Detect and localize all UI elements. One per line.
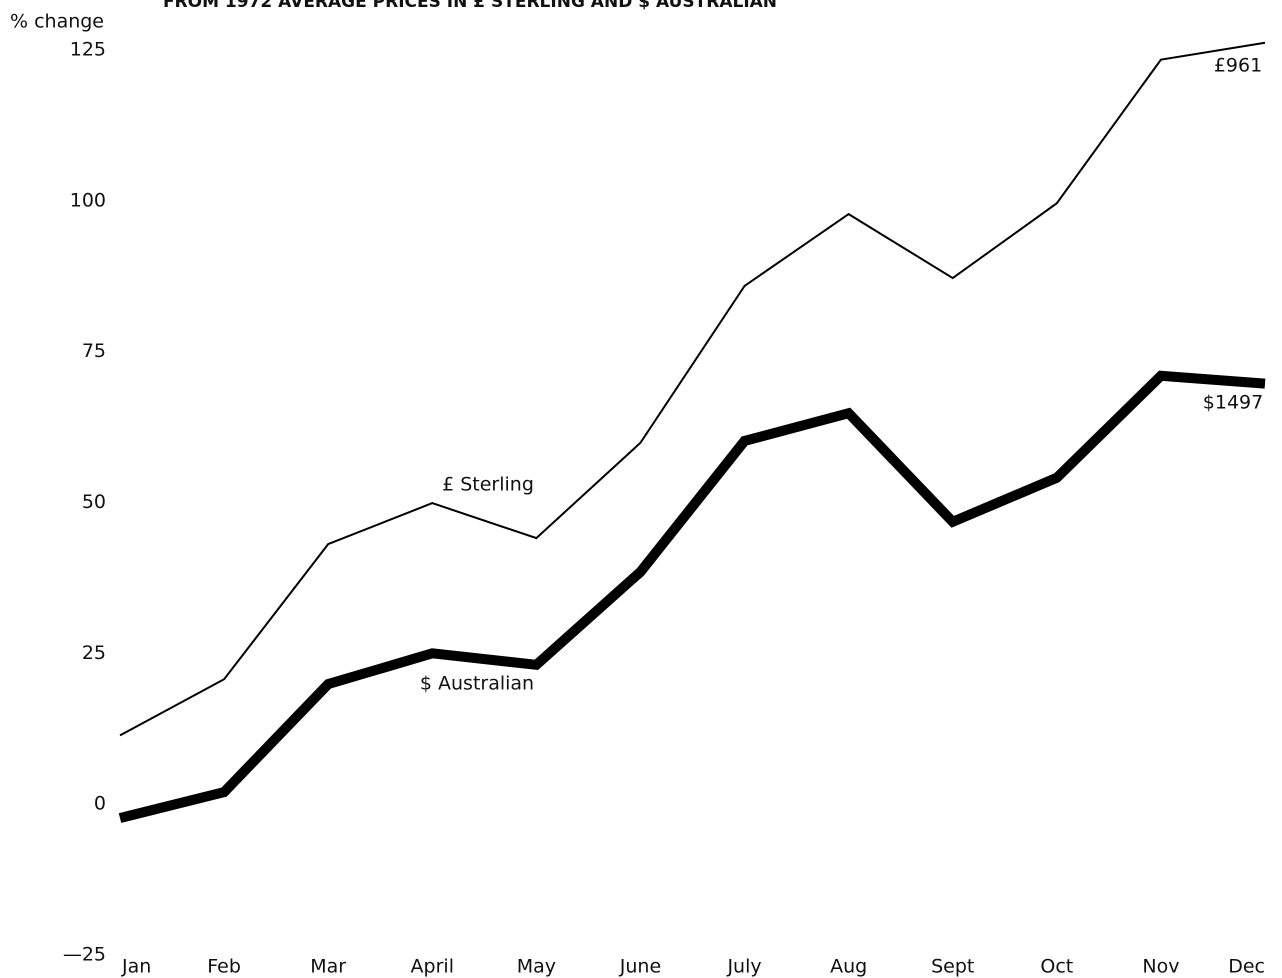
y-tick-label: 75 xyxy=(82,340,106,362)
x-tick-label: Jan xyxy=(121,956,151,978)
series-label: £ Sterling xyxy=(442,474,534,496)
y-tick-label: 100 xyxy=(70,189,106,211)
end-annotation: $1497 xyxy=(1203,392,1263,414)
x-tick-label: Sept xyxy=(931,956,974,978)
end-annotation: £961 xyxy=(1214,55,1262,77)
y-tick-label: 0 xyxy=(94,793,106,815)
series-label: $ Australian xyxy=(420,673,534,695)
x-tick-label: April xyxy=(411,956,454,978)
y-tick-label: 50 xyxy=(82,491,106,513)
x-tick-label: May xyxy=(517,956,556,978)
y-tick-label: —25 xyxy=(63,944,106,966)
series-line xyxy=(118,370,1266,823)
x-tick-label: Dec xyxy=(1228,956,1265,978)
y-tick-label: 25 xyxy=(82,642,106,664)
x-tick-label: June xyxy=(619,956,661,978)
chart-title: FROM 1972 AVERAGE PRICES IN £ STERLING A… xyxy=(163,0,777,12)
x-tick-label: July xyxy=(726,956,761,978)
x-tick-label: Feb xyxy=(207,956,241,978)
y-axis-label: % change xyxy=(10,11,104,33)
x-tick-label: Aug xyxy=(830,956,867,978)
y-tick-label: 125 xyxy=(70,39,106,61)
x-tick-label: Nov xyxy=(1142,956,1179,978)
x-tick-label: Mar xyxy=(310,956,346,978)
x-tick-label: Oct xyxy=(1040,956,1073,978)
series-line xyxy=(119,41,1266,737)
